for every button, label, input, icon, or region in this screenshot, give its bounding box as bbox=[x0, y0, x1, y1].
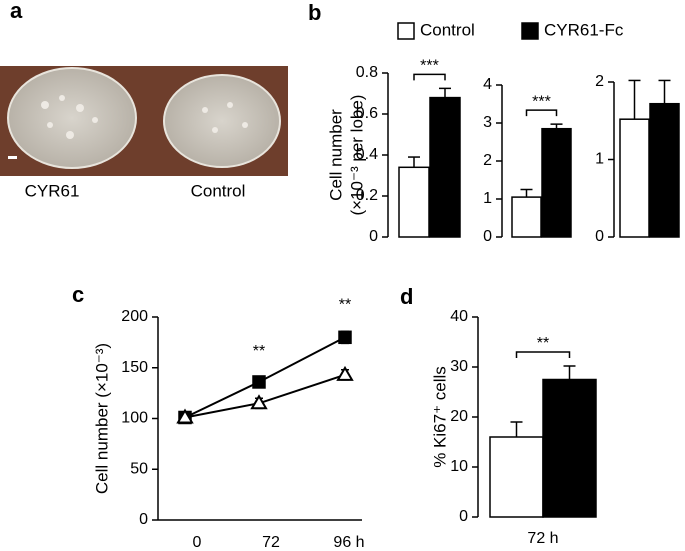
legend-label: CYR61-Fc bbox=[544, 20, 624, 39]
bar bbox=[511, 196, 542, 238]
bar bbox=[541, 127, 572, 238]
legend-swatch bbox=[521, 22, 539, 40]
bar bbox=[619, 118, 650, 238]
y-tick-label: 20 bbox=[450, 408, 468, 425]
panel-label: a bbox=[10, 0, 23, 23]
y-tick-label: 150 bbox=[121, 359, 148, 376]
annotation: ** bbox=[339, 296, 351, 313]
marker bbox=[252, 375, 266, 389]
significance: ** bbox=[537, 335, 549, 352]
y-tick-label: 0.8 bbox=[356, 64, 378, 81]
y-axis-label: % Ki67⁺ cells bbox=[430, 366, 449, 468]
y-tick-label: 40 bbox=[450, 308, 468, 325]
y-tick-label: 0.4 bbox=[356, 146, 378, 163]
y-tick-label: 3 bbox=[483, 114, 492, 131]
y-tick-label: 0 bbox=[595, 228, 604, 245]
significance-bracket bbox=[525, 109, 558, 117]
y-axis-label: (×10⁻³ per lobe) bbox=[347, 95, 366, 216]
y-tick-label: 100 bbox=[121, 410, 148, 427]
bar bbox=[429, 96, 461, 238]
y-axis-label: Cell number bbox=[326, 109, 345, 201]
marker bbox=[176, 408, 194, 424]
significance: *** bbox=[532, 93, 551, 110]
bar bbox=[649, 102, 680, 238]
marker bbox=[336, 365, 354, 381]
y-tick-label: 0 bbox=[459, 508, 468, 525]
annotation: ** bbox=[253, 343, 265, 360]
legend-swatch bbox=[397, 22, 415, 40]
bar bbox=[489, 436, 544, 518]
y-tick-label: 0.2 bbox=[356, 187, 378, 204]
panel-label: b bbox=[308, 0, 321, 25]
marker bbox=[338, 330, 352, 345]
y-tick-label: 2 bbox=[595, 73, 604, 90]
y-tick-label: 50 bbox=[130, 460, 148, 477]
y-tick-label: 1 bbox=[483, 190, 492, 207]
bar bbox=[398, 166, 430, 238]
significance-bracket bbox=[515, 351, 571, 358]
marker bbox=[250, 394, 268, 410]
photo bbox=[0, 66, 288, 176]
y-tick-label: 30 bbox=[450, 358, 468, 375]
y-tick-label: 10 bbox=[450, 458, 468, 475]
y-tick-label: 0 bbox=[139, 511, 148, 528]
photo-label: Control bbox=[191, 181, 246, 200]
panel-label: c bbox=[72, 282, 84, 307]
panel-label: d bbox=[400, 284, 413, 309]
x-tick-label: 96 h bbox=[333, 534, 364, 551]
y-tick-label: 1 bbox=[595, 151, 604, 168]
y-tick-label: 0 bbox=[483, 228, 492, 245]
y-tick-label: 0.6 bbox=[356, 105, 378, 122]
x-tick-label: 72 h bbox=[527, 530, 558, 547]
photo-label: CYR61 bbox=[25, 181, 80, 200]
y-tick-label: 2 bbox=[483, 152, 492, 169]
y-tick-label: 0 bbox=[369, 228, 378, 245]
x-tick-label: 0 bbox=[193, 534, 202, 551]
legend-label: Control bbox=[420, 20, 475, 39]
y-axis-label: Cell number (×10⁻³) bbox=[92, 343, 111, 494]
y-tick-label: 4 bbox=[483, 76, 492, 93]
x-tick-label: 72 bbox=[262, 534, 280, 551]
y-tick-label: 200 bbox=[121, 308, 148, 325]
bar bbox=[542, 378, 597, 518]
significance-bracket bbox=[413, 73, 446, 81]
significance: *** bbox=[420, 58, 439, 75]
